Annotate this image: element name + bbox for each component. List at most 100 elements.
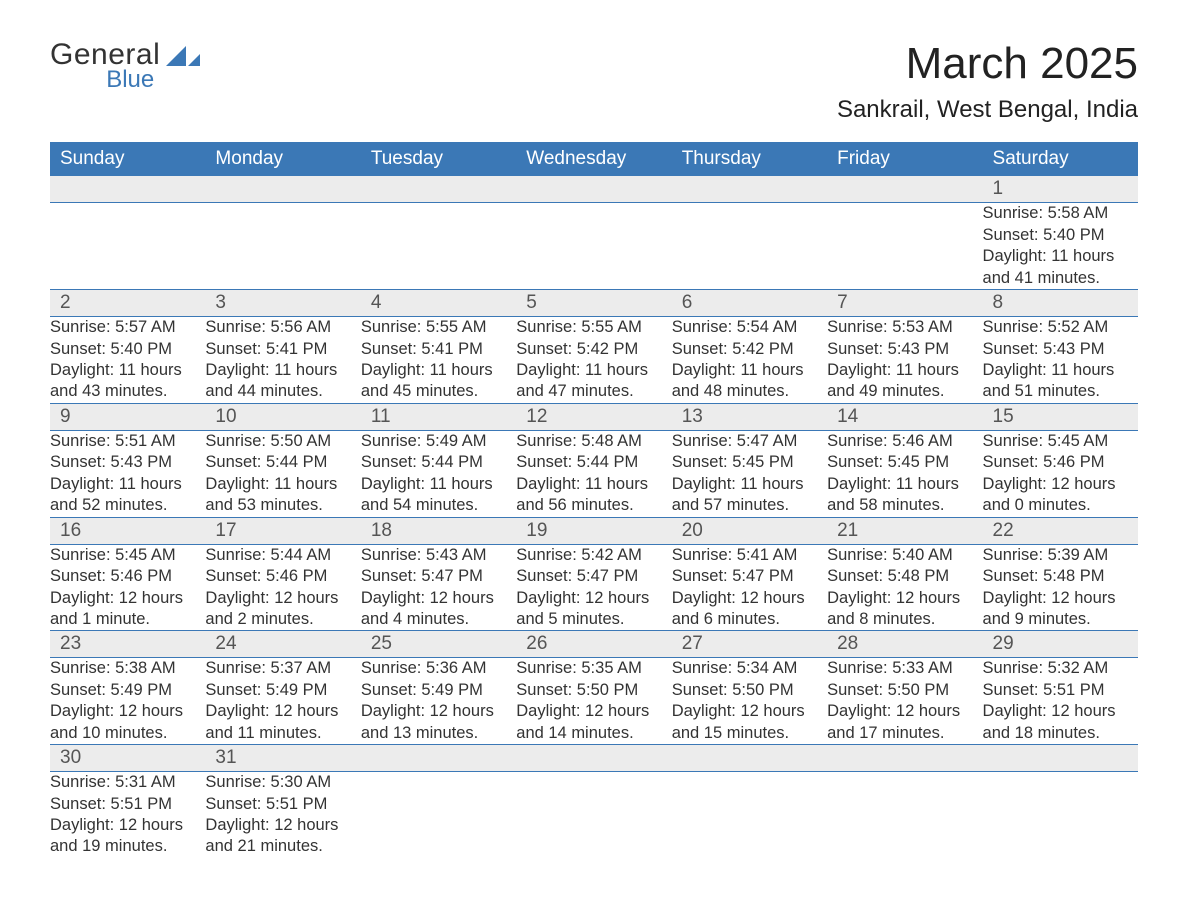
- day-number-cell: 6: [672, 290, 827, 317]
- day-number-cell: [983, 745, 1138, 772]
- day-number: [361, 176, 516, 200]
- day-number: 4: [361, 290, 516, 316]
- daylight-text: Daylight: 11 hours and 53 minutes.: [205, 474, 360, 517]
- sunset-text: Sunset: 5:40 PM: [50, 339, 205, 360]
- day-details-cell: [361, 203, 516, 290]
- sunrise-text: Sunrise: 5:51 AM: [50, 431, 205, 452]
- sunrise-text: Sunrise: 5:40 AM: [827, 545, 982, 566]
- day-number: [672, 745, 827, 769]
- sunrise-text: Sunrise: 5:41 AM: [672, 545, 827, 566]
- sunrise-text: Sunrise: 5:55 AM: [361, 317, 516, 338]
- day-details-cell: [827, 772, 982, 858]
- day-number: 24: [205, 631, 360, 657]
- sunrise-text: Sunrise: 5:50 AM: [205, 431, 360, 452]
- sunrise-text: Sunrise: 5:45 AM: [50, 545, 205, 566]
- day-details-cell: Sunrise: 5:33 AMSunset: 5:50 PMDaylight:…: [827, 658, 982, 745]
- weekday-header-row: Sunday Monday Tuesday Wednesday Thursday…: [50, 142, 1138, 176]
- day-details-cell: [205, 203, 360, 290]
- week-daynum-row: 3031: [50, 745, 1138, 772]
- day-details-cell: Sunrise: 5:56 AMSunset: 5:41 PMDaylight:…: [205, 317, 360, 404]
- day-number-cell: [672, 745, 827, 772]
- day-number-cell: 15: [983, 403, 1138, 430]
- sunset-text: Sunset: 5:48 PM: [983, 566, 1138, 587]
- day-number-cell: 13: [672, 403, 827, 430]
- day-details-cell: Sunrise: 5:57 AMSunset: 5:40 PMDaylight:…: [50, 317, 205, 404]
- day-number: [516, 176, 671, 200]
- sunset-text: Sunset: 5:40 PM: [983, 225, 1138, 246]
- day-number-cell: 23: [50, 631, 205, 658]
- sunrise-text: Sunrise: 5:46 AM: [827, 431, 982, 452]
- day-number: [361, 745, 516, 769]
- day-number-cell: 10: [205, 403, 360, 430]
- day-number: [672, 176, 827, 200]
- week-daynum-row: 2345678: [50, 290, 1138, 317]
- sunrise-text: Sunrise: 5:42 AM: [516, 545, 671, 566]
- week-daynum-row: 1: [50, 176, 1138, 203]
- sunset-text: Sunset: 5:49 PM: [361, 680, 516, 701]
- day-details-cell: [361, 772, 516, 858]
- day-number-cell: 20: [672, 517, 827, 544]
- sunrise-text: Sunrise: 5:56 AM: [205, 317, 360, 338]
- day-number: 11: [361, 404, 516, 430]
- day-number-cell: 30: [50, 745, 205, 772]
- sunset-text: Sunset: 5:44 PM: [361, 452, 516, 473]
- sunrise-text: Sunrise: 5:58 AM: [983, 203, 1138, 224]
- daylight-text: Daylight: 11 hours and 45 minutes.: [361, 360, 516, 403]
- sunset-text: Sunset: 5:47 PM: [516, 566, 671, 587]
- day-number: 18: [361, 518, 516, 544]
- day-number-cell: [361, 745, 516, 772]
- sunrise-text: Sunrise: 5:39 AM: [983, 545, 1138, 566]
- daylight-text: Daylight: 12 hours and 10 minutes.: [50, 701, 205, 744]
- sail-tri-icon: [166, 46, 200, 81]
- day-number-cell: 29: [983, 631, 1138, 658]
- header: General Blue March 2025 Sankrail, West B…: [50, 40, 1138, 124]
- day-number-cell: 11: [361, 403, 516, 430]
- day-number: 7: [827, 290, 982, 316]
- sunrise-text: Sunrise: 5:30 AM: [205, 772, 360, 793]
- sunset-text: Sunset: 5:50 PM: [516, 680, 671, 701]
- daylight-text: Daylight: 11 hours and 57 minutes.: [672, 474, 827, 517]
- sunrise-text: Sunrise: 5:54 AM: [672, 317, 827, 338]
- daylight-text: Daylight: 11 hours and 43 minutes.: [50, 360, 205, 403]
- day-details-cell: Sunrise: 5:38 AMSunset: 5:49 PMDaylight:…: [50, 658, 205, 745]
- day-number: 17: [205, 518, 360, 544]
- week-details-row: Sunrise: 5:58 AMSunset: 5:40 PMDaylight:…: [50, 203, 1138, 290]
- col-sunday: Sunday: [50, 142, 205, 176]
- sunset-text: Sunset: 5:43 PM: [983, 339, 1138, 360]
- day-details-cell: Sunrise: 5:30 AMSunset: 5:51 PMDaylight:…: [205, 772, 360, 858]
- daylight-text: Daylight: 11 hours and 58 minutes.: [827, 474, 982, 517]
- day-details-cell: Sunrise: 5:53 AMSunset: 5:43 PMDaylight:…: [827, 317, 982, 404]
- day-details-cell: Sunrise: 5:55 AMSunset: 5:41 PMDaylight:…: [361, 317, 516, 404]
- sunrise-text: Sunrise: 5:37 AM: [205, 658, 360, 679]
- day-number: 28: [827, 631, 982, 657]
- day-number: 8: [983, 290, 1138, 316]
- sunset-text: Sunset: 5:51 PM: [983, 680, 1138, 701]
- sunrise-text: Sunrise: 5:43 AM: [361, 545, 516, 566]
- sunset-text: Sunset: 5:51 PM: [205, 794, 360, 815]
- col-friday: Friday: [827, 142, 982, 176]
- day-details-cell: Sunrise: 5:45 AMSunset: 5:46 PMDaylight:…: [983, 430, 1138, 517]
- day-number: 2: [50, 290, 205, 316]
- day-number-cell: 16: [50, 517, 205, 544]
- day-number: [50, 176, 205, 200]
- week-details-row: Sunrise: 5:45 AMSunset: 5:46 PMDaylight:…: [50, 544, 1138, 631]
- col-monday: Monday: [205, 142, 360, 176]
- day-number: 29: [983, 631, 1138, 657]
- sunrise-text: Sunrise: 5:55 AM: [516, 317, 671, 338]
- week-details-row: Sunrise: 5:38 AMSunset: 5:49 PMDaylight:…: [50, 658, 1138, 745]
- week-daynum-row: 9101112131415: [50, 403, 1138, 430]
- sunset-text: Sunset: 5:45 PM: [827, 452, 982, 473]
- sunset-text: Sunset: 5:42 PM: [672, 339, 827, 360]
- sunset-text: Sunset: 5:50 PM: [672, 680, 827, 701]
- day-number-cell: 25: [361, 631, 516, 658]
- day-number: [827, 745, 982, 769]
- daylight-text: Daylight: 12 hours and 2 minutes.: [205, 588, 360, 631]
- sunrise-text: Sunrise: 5:31 AM: [50, 772, 205, 793]
- day-number-cell: 28: [827, 631, 982, 658]
- day-number-cell: [827, 176, 982, 203]
- day-number: 20: [672, 518, 827, 544]
- location: Sankrail, West Bengal, India: [837, 96, 1138, 124]
- week-details-row: Sunrise: 5:51 AMSunset: 5:43 PMDaylight:…: [50, 430, 1138, 517]
- day-number: 14: [827, 404, 982, 430]
- day-number-cell: [361, 176, 516, 203]
